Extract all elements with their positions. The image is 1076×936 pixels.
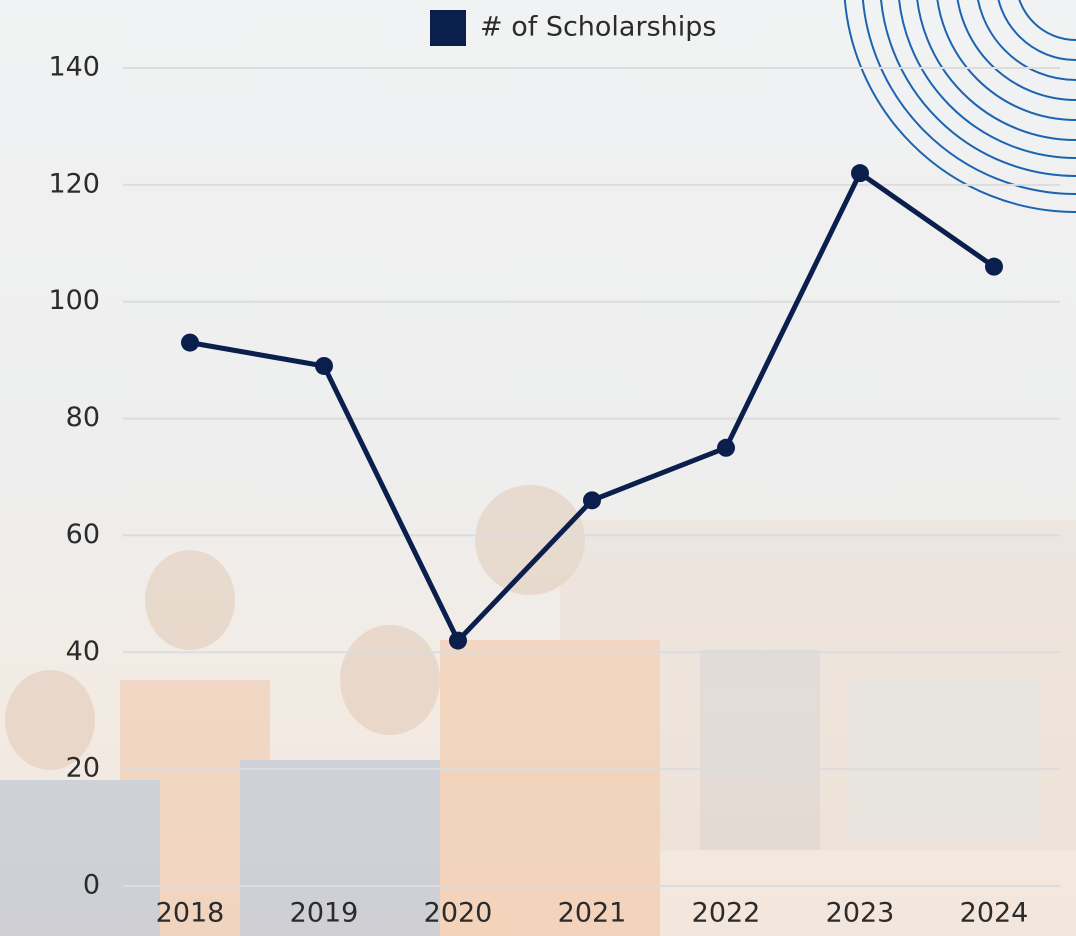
legend-label: # of Scholarships <box>480 12 716 43</box>
x-tick-label: 2019 <box>290 898 359 929</box>
x-tick-label: 2023 <box>826 898 895 929</box>
point <box>851 164 869 182</box>
y-tick-label: 60 <box>66 519 100 550</box>
point <box>583 491 601 509</box>
x-tick-label: 2021 <box>558 898 627 929</box>
chart: 0 20 40 60 80 100 120 140 2018 2019 2020 2021 2022 20… <box>0 0 1076 936</box>
point <box>717 439 735 457</box>
x-tick-label: 2018 <box>156 898 225 929</box>
x-tick-label: 2020 <box>424 898 493 929</box>
y-tick-label: 140 <box>48 52 100 83</box>
point <box>315 357 333 375</box>
y-tick-label: 80 <box>66 402 100 433</box>
x-tick-label: 2024 <box>960 898 1029 929</box>
page: {"chart_data": {"type": "line", "categor… <box>0 0 1076 936</box>
point <box>985 258 1003 276</box>
y-tick-label: 100 <box>48 285 100 316</box>
y-tick-label: 40 <box>66 636 100 667</box>
x-tick-label: 2022 <box>692 898 761 929</box>
y-tick-label: 0 <box>83 870 100 901</box>
legend-swatch <box>430 10 466 46</box>
y-tick-label: 20 <box>66 753 100 784</box>
point <box>449 632 467 650</box>
point <box>181 334 199 352</box>
y-tick-label: 120 <box>48 168 100 199</box>
